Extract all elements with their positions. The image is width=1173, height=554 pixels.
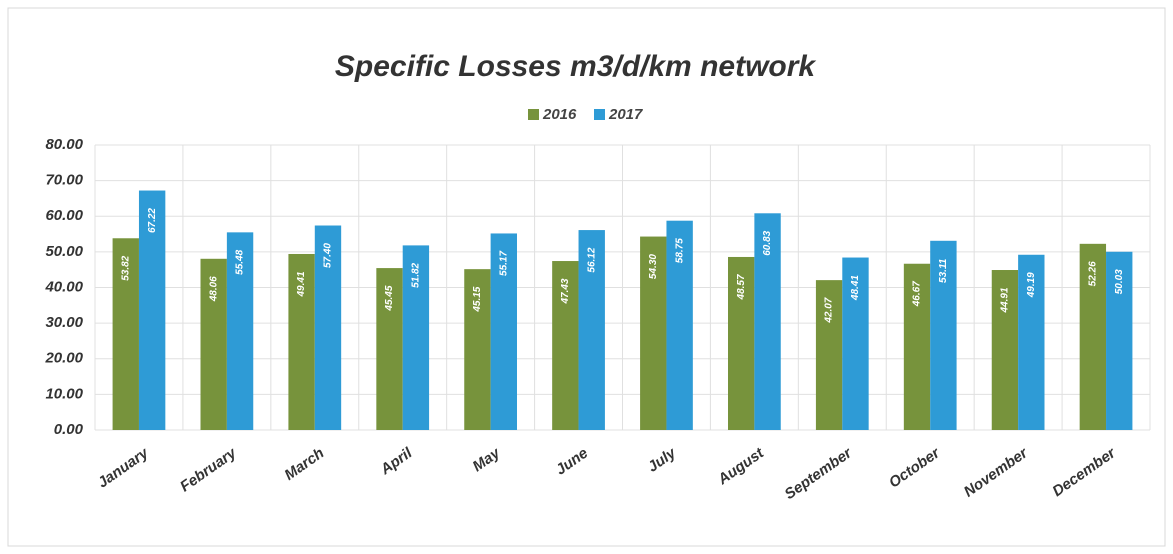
bar [640,236,667,430]
bar [991,270,1019,430]
value-label: 48.06 [208,276,219,302]
value-label: 58.75 [674,238,685,263]
value-label: 45.45 [384,285,395,311]
value-label: 50.03 [1114,269,1125,294]
value-label: 55.48 [235,249,246,274]
legend-label: 2017 [608,106,643,123]
bar [842,257,869,430]
y-tick-label: 50.00 [45,243,83,260]
bar [1106,251,1133,430]
bar [666,220,693,430]
value-label: 48.41 [850,275,861,301]
bar [903,263,931,430]
y-tick-label: 70.00 [45,172,83,189]
bar [402,245,430,430]
bar [376,268,403,430]
y-tick-label: 20.00 [44,350,83,367]
value-label: 54.30 [648,254,659,279]
value-label: 48.57 [736,274,747,300]
bar [552,261,579,430]
value-label: 47.43 [560,278,571,304]
value-label: 49.19 [1026,272,1037,298]
value-label: 49.41 [296,271,307,297]
bar [138,190,166,430]
bar [112,238,139,430]
legend-label: 2016 [542,106,577,123]
value-label: 67.22 [147,208,158,233]
chart-title: Specific Losses m3/d/km network [335,50,816,83]
value-label: 44.91 [1000,287,1011,313]
y-tick-label: 80.00 [45,136,83,153]
bar [1018,254,1045,430]
y-tick-label: 0.00 [54,421,84,438]
y-tick-label: 60.00 [45,207,83,224]
bar [464,269,491,430]
value-label: 45.15 [472,286,483,312]
value-label: 52.26 [1087,261,1098,286]
bar [288,253,315,430]
bar [930,240,957,430]
bar [1079,243,1107,430]
value-label: 56.12 [586,247,597,272]
value-label: 42.07 [824,297,835,323]
bar [200,258,227,430]
bar [728,256,755,430]
legend-swatch [528,109,539,120]
bar [490,233,517,430]
y-tick-label: 30.00 [45,314,83,331]
bar [314,225,342,430]
value-label: 53.11 [938,258,949,283]
y-tick-label: 10.00 [45,385,83,402]
bar [226,232,254,430]
value-label: 53.82 [120,255,131,280]
value-label: 46.67 [912,281,923,307]
value-label: 57.40 [323,243,334,268]
bar [754,213,781,430]
legend-swatch [594,109,605,120]
value-label: 60.83 [762,230,773,255]
value-label: 55.17 [498,251,509,276]
bar [578,230,605,430]
y-tick-label: 40.00 [44,278,83,295]
bar [815,280,843,430]
value-label: 51.82 [411,262,422,287]
